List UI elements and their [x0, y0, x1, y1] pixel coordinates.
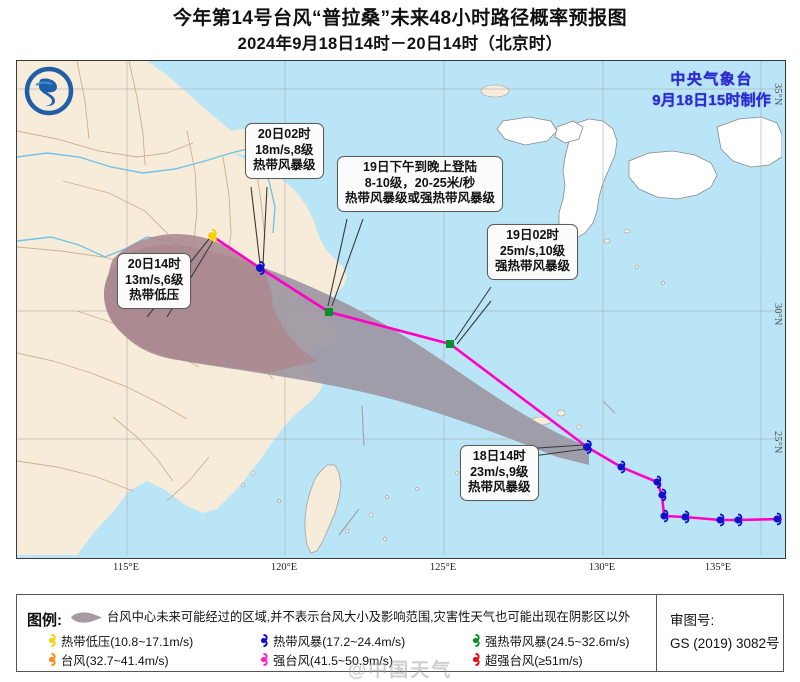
legend-label: 强台风(41.5~50.9m/s): [273, 653, 393, 668]
callout-landfall: 19日下午到晚上登陆 8-10级，20-25米/秒 热带风暴级或强热带风暴级: [337, 156, 504, 212]
legend-right-panel: 审图号: GS (2019) 3082号: [658, 595, 783, 671]
callout-line: 强热带风暴级: [495, 259, 571, 273]
storm-symbol-icon: [48, 634, 56, 647]
title-subtitle: 2024年9月18日14时－20日14时（北京时）: [237, 35, 563, 53]
callout-line: 热带风暴级: [253, 158, 316, 172]
cone-swatch-icon: [71, 612, 102, 623]
forecast-map[interactable]: 中央气象台 9月18日15时制作 20日02时 18m/s,8级 热带风暴级 1…: [16, 60, 786, 559]
storm-symbol-icon: [260, 634, 268, 647]
callout-line: 热带风暴级: [468, 480, 531, 494]
legend-item-super-typhoon: 超强台风(≥51m/s): [469, 651, 583, 669]
callout-line: 19日下午到晚上登陆: [363, 160, 477, 174]
callout-line: 18m/s,8级: [255, 142, 314, 157]
legend-item-severe-typhoon: 强台风(41.5~50.9m/s): [257, 651, 469, 669]
storm-symbol-icon: [260, 653, 268, 666]
page-title: 今年第14号台风“普拉桑”未来48小时路径概率预报图 2024年9月18日14时…: [0, 6, 800, 56]
callout-line: 25m/s,10级: [499, 243, 566, 258]
legend-item-severe-tropical-storm: 强热带风暴(24.5~32.6m/s): [469, 632, 630, 650]
agency-stamp: 中央气象台 9月18日15时制作: [652, 69, 771, 111]
callout-20d14h: 20日14时 13m/s,6级 热带低压: [117, 253, 192, 309]
callout-line: 19日02时: [506, 228, 559, 242]
callout-line: 20日02时: [257, 127, 311, 141]
legend-box: 图例: 台风中心未来可能经过的区域,并不表示台风大小及影响范围,灾害性天气也可能…: [16, 594, 784, 672]
callout-line: 热带风暴级或强热带风暴级: [345, 191, 496, 205]
category-row: 台风(32.7~41.4m/s) 强台风(41.5~50.9m/s) 超强台风(…: [45, 650, 651, 669]
legend-left-panel: 图例: 台风中心未来可能经过的区域,并不表示台风大小及影响范围,灾害性天气也可能…: [17, 595, 657, 671]
agency-issue-time: 9月18日15时制作: [652, 92, 771, 109]
callout-18d14h: 18日14时 23m/s,9级 热带风暴级: [460, 445, 539, 501]
storm-symbol-icon: [472, 653, 480, 666]
cma-logo-icon: [24, 66, 74, 116]
legend-item-tropical-depression: 热带低压(10.8~17.1m/s): [45, 632, 257, 650]
review-label: 审图号:: [670, 613, 715, 628]
lat-label-25n: 25°N: [772, 431, 783, 454]
lon-label-120e: 120°E: [270, 562, 298, 573]
callout-19d02h: 19日02时 25m/s,10级 强热带风暴级: [487, 224, 579, 280]
callout-line: 20日14时: [127, 257, 181, 271]
lat-label-30n: 30°N: [772, 303, 783, 326]
callout-line: 13m/s,6级: [125, 272, 184, 287]
title-main: 今年第14号台风“普拉桑”未来48小时路径概率预报图: [172, 8, 628, 29]
legend-title: 图例:: [27, 612, 62, 629]
callout-20d02h: 20日02时 18m/s,8级 热带风暴级: [245, 123, 324, 179]
callout-line: 8-10级，20-25米/秒: [364, 175, 476, 190]
lat-label-35n: 35°N: [772, 83, 783, 106]
legend-label: 强热带风暴(24.5~32.6m/s): [485, 634, 630, 649]
agency-name: 中央气象台: [670, 71, 753, 88]
legend-label: 台风(32.7~41.4m/s): [61, 653, 169, 668]
legend-item-tropical-storm: 热带风暴(17.2~24.4m/s): [257, 632, 469, 650]
review-number: GS (2019) 3082号: [670, 636, 780, 651]
legend-item-typhoon: 台风(32.7~41.4m/s): [45, 651, 257, 669]
lon-label-135e: 135°E: [704, 562, 732, 573]
category-row: 热带低压(10.8~17.1m/s) 热带风暴(17.2~24.4m/s) 强热…: [45, 631, 651, 650]
cone-note: 台风中心未来可能经过的区域,并不表示台风大小及影响范围,灾害性天气也可能出现在阴…: [69, 609, 650, 625]
callout-line: 23m/s,9级: [470, 464, 529, 479]
cone-note-text: 台风中心未来可能经过的区域,并不表示台风大小及影响范围,灾害性天气也可能出现在阴…: [107, 610, 631, 624]
lon-label-115e: 115°E: [113, 562, 139, 573]
storm-symbol-icon: [48, 653, 56, 666]
callout-line: 热带低压: [129, 288, 180, 302]
callout-line: 18日14时: [472, 449, 526, 463]
legend-label: 热带风暴(17.2~24.4m/s): [273, 634, 406, 649]
lon-label-130e: 130°E: [588, 562, 616, 573]
category-grid: 热带低压(10.8~17.1m/s) 热带风暴(17.2~24.4m/s) 强热…: [45, 631, 651, 669]
storm-symbol-icon: [472, 634, 480, 647]
legend-label: 超强台风(≥51m/s): [485, 653, 583, 668]
legend-label: 热带低压(10.8~17.1m/s): [61, 634, 194, 649]
lon-label-125e: 125°E: [429, 562, 457, 573]
